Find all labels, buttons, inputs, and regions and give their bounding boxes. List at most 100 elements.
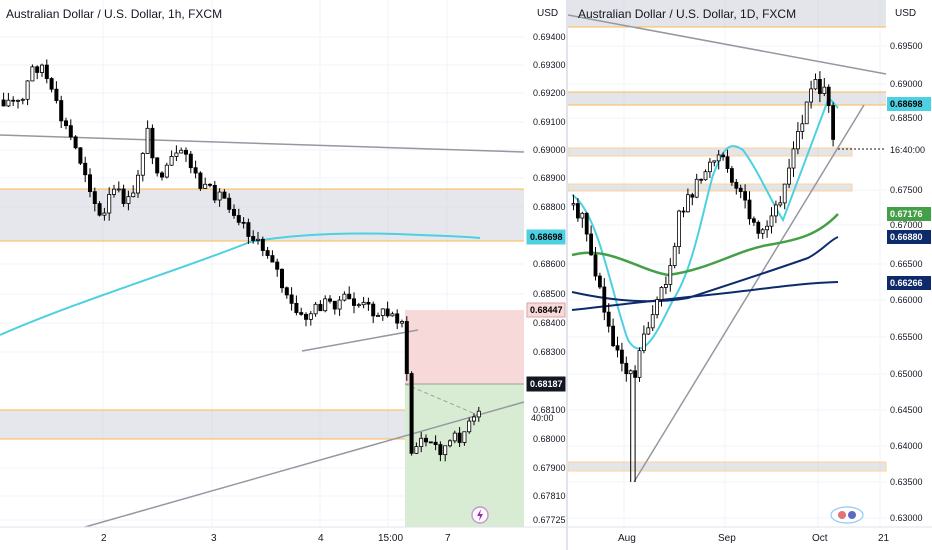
currency-label[interactable]: USD [537,8,559,19]
chart-pane-1h[interactable]: 0.69400 0.69300 0.69200 0.69100 0.69000 0.689… [0,0,566,550]
candle [778,196,783,208]
candle [817,71,822,103]
candle-body [778,202,783,206]
chart-title: Australian Dollar / U.S. Dollar, 1D, FXC… [578,7,797,21]
candle [734,178,739,195]
logo-ring [830,506,864,524]
candle-body [145,127,150,154]
time-tick-label: Aug [618,533,636,544]
candle-body [637,350,642,378]
candle [15,99,20,109]
candle [476,406,481,422]
candle-body [404,321,409,374]
candle-body [1,99,6,107]
candle [323,295,328,313]
candle [231,204,236,219]
candle-body [399,321,404,324]
candle [602,278,607,321]
candle [694,173,699,199]
candle-body [135,174,140,194]
candle [236,208,241,226]
candle-body [580,212,585,219]
price-tick-label: 0.68100 [533,405,566,415]
time-tick-label: 21 [878,533,890,544]
ma-cyan-badge-text: 0.68698 [890,99,923,109]
candle [831,102,836,147]
price-tick-label: 0.64500 [890,405,923,415]
pane-divider[interactable] [566,0,568,550]
candle-body [471,416,476,422]
candle [107,187,112,221]
candle-body [716,154,721,162]
candle-body [809,88,814,103]
support-band [568,461,887,472]
candle-body [804,101,809,125]
time-tick-label: 7 [445,533,451,544]
chart-canvas-1d[interactable]: 0.69500 0.69000 0.68500 0.67500 0.67000 0.665… [568,0,932,550]
candle [308,311,313,326]
candle [782,183,787,210]
candle-body [686,194,690,213]
candle-body [584,212,589,235]
candle [159,171,164,181]
candle-body [395,313,400,324]
candle [633,365,637,482]
time-tick-label: 3 [211,533,217,544]
candle [318,300,323,312]
candle-body [831,105,836,140]
candle-body [183,149,188,155]
price-tick-label: 0.68800 [533,202,566,212]
support-band [568,147,853,157]
candle [241,217,246,229]
price-tick-label: 0.68300 [533,347,566,357]
position-zones [404,310,524,527]
price-axis[interactable]: 0.69500 0.69000 0.68500 0.67500 0.67000 0.665… [890,41,923,523]
candle [342,291,347,302]
candle-body [140,153,145,176]
candle [765,220,770,238]
chart-pane-1d[interactable]: 0.69500 0.69000 0.68500 0.67500 0.67000 0.665… [568,0,932,550]
time-axis[interactable]: 2 3 4 15:00 7 [0,526,566,544]
candle-body [6,99,11,107]
candle-body [371,303,376,317]
candle [356,302,361,308]
candle-body [476,410,481,418]
trend-lines [0,134,525,528]
candle [646,321,651,335]
candle [270,250,275,263]
candle-body [289,294,294,304]
price-axis[interactable]: 0.69400 0.69300 0.69200 0.69100 0.69000 0.689… [533,32,566,525]
chart-canvas-1h[interactable]: 0.69400 0.69300 0.69200 0.69100 0.69000 0.689… [0,0,566,550]
tradingview-watermark-icon [830,506,864,524]
price-tick-label: 0.68000 [533,434,566,444]
candle [222,189,227,199]
candle [606,303,611,333]
candle-body [212,184,217,201]
time-tick-label: 4 [318,533,324,544]
price-tick-label: 0.67900 [533,463,566,473]
candle-body [390,313,395,317]
candle [6,92,11,108]
candle-body [294,302,299,313]
candle-body [265,250,270,256]
candle-body [361,301,366,306]
candle-body [54,88,59,101]
candle [203,177,208,189]
candle-body [380,308,385,316]
time-axis[interactable]: Aug Sep Oct 21 [568,526,932,544]
candle [174,145,179,162]
candle-body [385,308,390,317]
candle-body [409,373,414,454]
price-tick-label: 0.69000 [890,79,923,89]
currency-label[interactable]: USD [895,8,917,19]
candle [620,342,624,372]
candle-body [169,156,174,166]
candle [822,78,827,97]
ma-navy-line-2 [571,281,839,311]
candle-body [25,80,30,100]
candle [462,431,467,446]
candle [303,312,308,327]
candle [390,311,395,317]
candle-body [452,432,457,442]
ma-navy-badge-bg [887,230,931,244]
